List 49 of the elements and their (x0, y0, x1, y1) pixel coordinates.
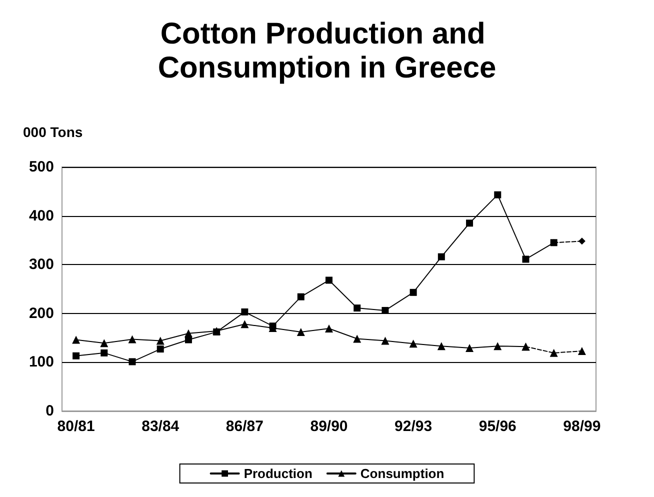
point (100, 339, 108, 348)
point (522, 342, 530, 351)
x-tick-label: 80/81 (57, 418, 95, 435)
point (325, 324, 333, 333)
y-tick-label: 100 (28, 354, 54, 371)
point (578, 238, 586, 245)
y-tick-label: 200 (28, 304, 54, 322)
point (381, 336, 390, 345)
point (522, 256, 530, 263)
point (550, 348, 558, 357)
y-tick-label: 300 (28, 256, 54, 274)
point (410, 288, 417, 296)
point (297, 293, 304, 300)
x-tick-label: 95/96 (478, 418, 516, 435)
x-tick-label: 92/93 (394, 418, 432, 435)
point (438, 253, 445, 260)
point (494, 191, 502, 198)
point (494, 342, 502, 350)
point (409, 340, 418, 348)
y-axis-title: 000 Tons (23, 124, 83, 140)
legend-label: Consumption (360, 466, 444, 481)
point (354, 304, 361, 312)
point (128, 335, 136, 344)
point (326, 276, 332, 284)
point (100, 349, 108, 356)
point (353, 334, 362, 343)
point (296, 328, 305, 336)
point (466, 344, 474, 352)
chart-title: Cotton Production and Consumption in Greece (158, 18, 496, 84)
point (241, 308, 248, 316)
point (72, 352, 80, 360)
point (128, 358, 136, 366)
legend-label: Production (244, 466, 312, 481)
y-tick-label: 500 (28, 158, 54, 176)
point (156, 336, 164, 345)
x-tick-label: 89/90 (310, 418, 348, 435)
point (578, 346, 586, 355)
x-tick-label: 86/87 (226, 418, 264, 435)
point (184, 329, 192, 338)
point (382, 306, 389, 314)
y-tick-label: 400 (28, 207, 54, 224)
y-tick-label: 0 (46, 402, 54, 420)
point (156, 346, 164, 353)
x-tick-label: 83/84 (142, 418, 180, 435)
x-tick-label: 98/99 (563, 418, 601, 435)
point (466, 220, 474, 227)
point (240, 320, 249, 328)
point (437, 342, 446, 350)
point (72, 336, 80, 344)
